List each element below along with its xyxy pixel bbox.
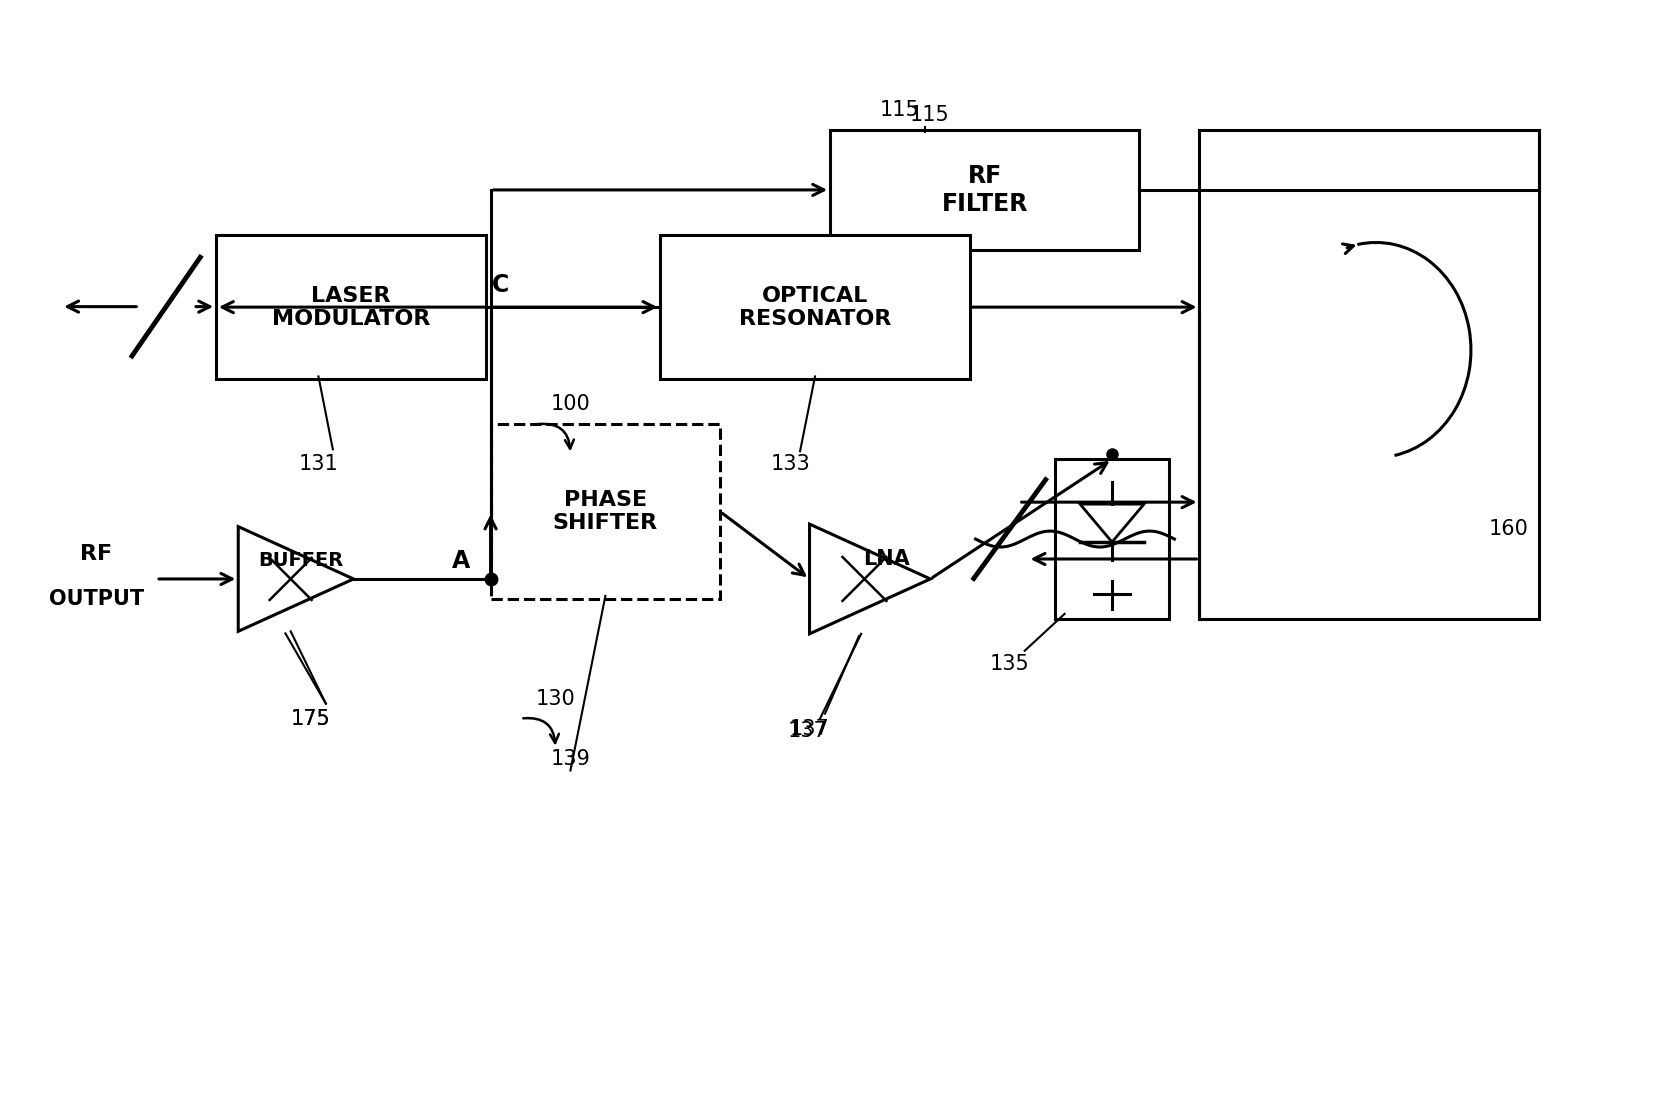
Text: 135: 135 xyxy=(990,653,1030,674)
Bar xyxy=(215,235,486,379)
Text: 133: 133 xyxy=(770,454,810,474)
Text: C: C xyxy=(493,273,509,297)
Text: 175: 175 xyxy=(291,708,331,728)
Bar xyxy=(830,130,1139,250)
Text: 137: 137 xyxy=(790,718,830,739)
Text: 175: 175 xyxy=(291,708,331,728)
FancyArrowPatch shape xyxy=(538,424,574,449)
Text: BUFFER: BUFFER xyxy=(259,551,344,570)
Text: OPTICAL
RESONATOR: OPTICAL RESONATOR xyxy=(738,285,892,329)
Bar xyxy=(1055,459,1169,619)
Bar xyxy=(491,424,720,599)
Text: LNA: LNA xyxy=(863,549,910,570)
Text: OUTPUT: OUTPUT xyxy=(48,589,144,609)
Text: LASER
MODULATOR: LASER MODULATOR xyxy=(272,285,429,329)
Text: 115: 115 xyxy=(880,100,920,120)
Text: RF
FILTER: RF FILTER xyxy=(942,164,1029,216)
Text: 100: 100 xyxy=(551,394,590,414)
Text: A: A xyxy=(451,549,469,573)
FancyArrowPatch shape xyxy=(523,718,559,743)
Text: PHASE
SHIFTER: PHASE SHIFTER xyxy=(553,490,658,534)
Text: 160: 160 xyxy=(1490,519,1528,539)
Text: 137: 137 xyxy=(788,721,828,741)
Text: 131: 131 xyxy=(299,454,339,474)
Text: 115: 115 xyxy=(910,105,950,125)
Text: RF: RF xyxy=(80,544,112,564)
Bar xyxy=(1199,130,1538,619)
Text: 139: 139 xyxy=(551,749,591,769)
Bar xyxy=(660,235,970,379)
Text: 130: 130 xyxy=(536,688,576,708)
